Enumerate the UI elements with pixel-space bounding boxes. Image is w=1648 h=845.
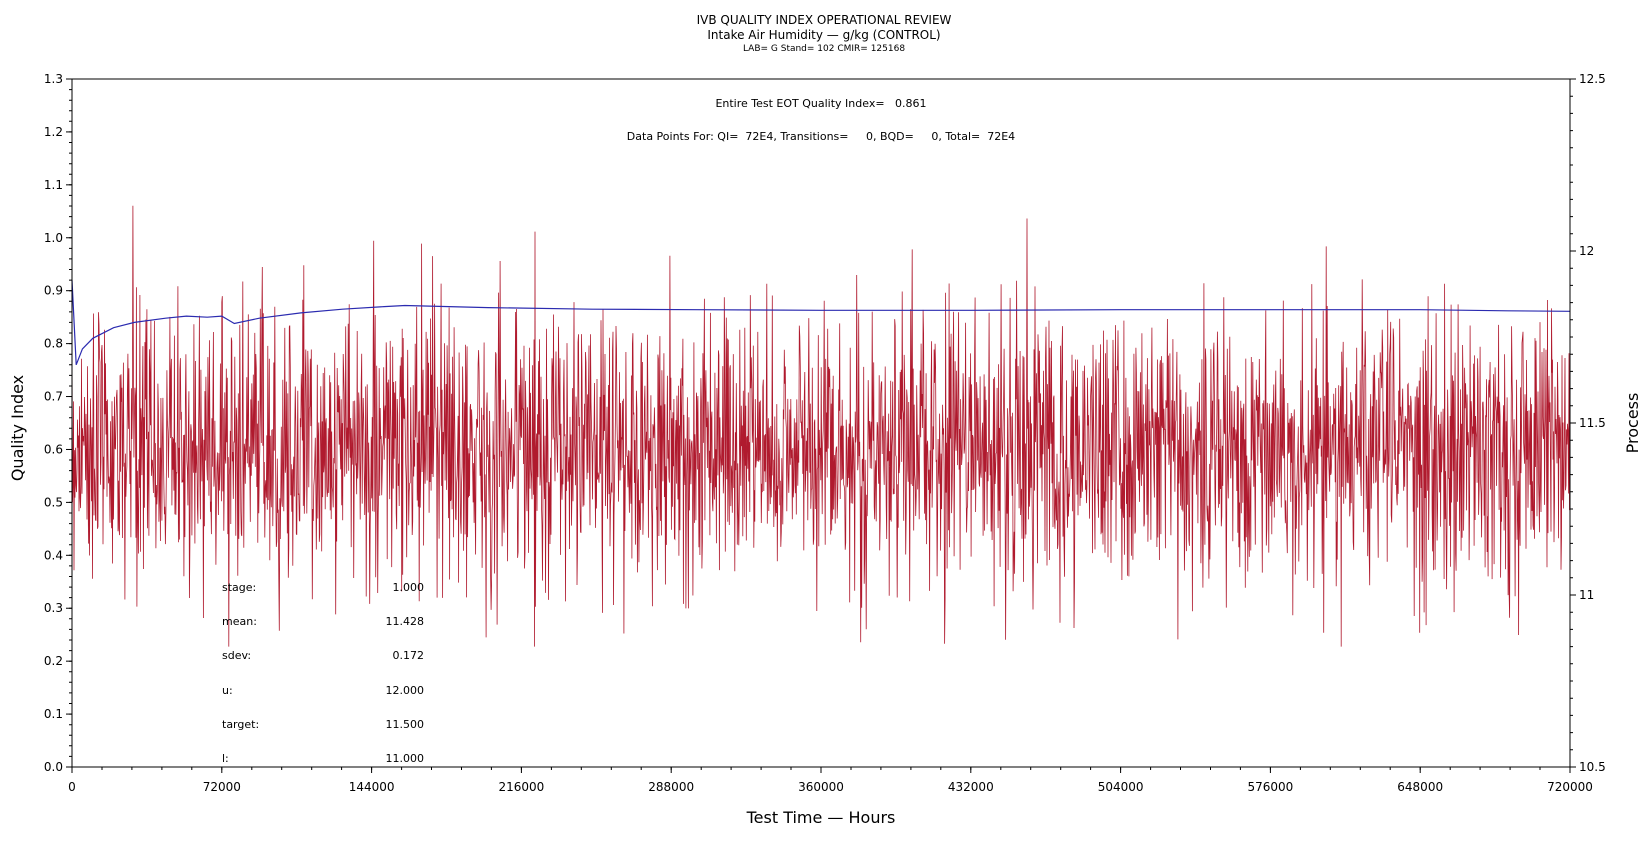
x-axis: 0 72000 144000 216000 288000 360000 432000 5040… [68, 767, 1593, 794]
y2-axis-title: Process [1623, 393, 1642, 454]
chart-title: IVB QUALITY INDEX OPERATIONAL REVIEW [696, 13, 952, 27]
stat-value: 11.428 [386, 615, 425, 628]
y-tick-label: 1.2 [44, 125, 63, 139]
x-tick-label: 648000 [1397, 780, 1443, 794]
y-tick-label: 1.0 [44, 231, 63, 245]
eot-quality-index-annotation: Entire Test EOT Quality Index= 0.861 [715, 97, 926, 110]
y-tick-label: 0.0 [44, 760, 63, 774]
x-tick-label: 504000 [1098, 780, 1144, 794]
x-axis-title: Test Time — Hours [746, 808, 896, 827]
series-process [71, 205, 1571, 647]
chart-subtitle: Intake Air Humidity — g/kg (CONTROL) [707, 28, 941, 42]
y2-tick-label: 11 [1579, 588, 1594, 602]
y-axis-right: 10.5 11 11.5 12 12.5 [1570, 72, 1606, 774]
y-tick-label: 1.3 [44, 72, 63, 86]
y2-tick-label: 11.5 [1579, 416, 1606, 430]
stat-value: 11.000 [386, 752, 425, 765]
stats-block: stage: 1.000 mean: 11.428 sdev: 0.172 u:… [222, 581, 424, 765]
process-trace [71, 205, 1571, 647]
x-tick-label: 576000 [1247, 780, 1293, 794]
y-tick-label: 1.1 [44, 178, 63, 192]
y-axis-left: 0.0 0.1 0.2 0.3 0.4 0.5 0.6 0.7 0.8 0.9 1.0 1.1 1.2 1… [44, 72, 72, 774]
x-tick-label: 432000 [948, 780, 994, 794]
x-tick-label: 0 [68, 780, 76, 794]
y-tick-label: 0.7 [44, 390, 63, 404]
y-axis-title: Quality Index [8, 375, 27, 481]
x-tick-label: 72000 [203, 780, 241, 794]
y-tick-label: 0.3 [44, 601, 63, 615]
quality-index-line [71, 280, 1571, 366]
x-tick-label: 144000 [349, 780, 395, 794]
data-points-annotation: Data Points For: QI= 72E4, Transitions= … [627, 130, 1015, 143]
x-tick-label: 288000 [648, 780, 694, 794]
stat-label: mean: [222, 615, 257, 628]
stat-value: 1.000 [393, 581, 425, 594]
stat-value: 11.500 [386, 718, 425, 731]
y2-tick-label: 12.5 [1579, 72, 1606, 86]
stat-label: stage: [222, 581, 256, 594]
x-tick-label: 216000 [498, 780, 544, 794]
y-tick-label: 0.4 [44, 548, 63, 562]
y-tick-label: 0.1 [44, 707, 63, 721]
x-tick-label: 360000 [798, 780, 844, 794]
stat-value: 12.000 [386, 684, 425, 697]
y-tick-label: 0.6 [44, 442, 63, 456]
y-tick-label: 0.9 [44, 284, 63, 298]
y-tick-label: 0.5 [44, 495, 63, 509]
stat-label: l: [222, 752, 229, 765]
y-tick-label: 0.2 [44, 654, 63, 668]
x-tick-label: 720000 [1547, 780, 1593, 794]
stat-value: 0.172 [393, 649, 425, 662]
y2-tick-label: 12 [1579, 244, 1594, 258]
series-quality-index [71, 280, 1571, 366]
y2-tick-label: 10.5 [1579, 760, 1606, 774]
chart-info-line: LAB= G Stand= 102 CMIR= 125168 [742, 44, 906, 54]
stat-label: sdev: [222, 649, 251, 662]
y-tick-label: 0.8 [44, 337, 63, 351]
stat-label: target: [222, 718, 259, 731]
stat-label: u: [222, 684, 233, 697]
